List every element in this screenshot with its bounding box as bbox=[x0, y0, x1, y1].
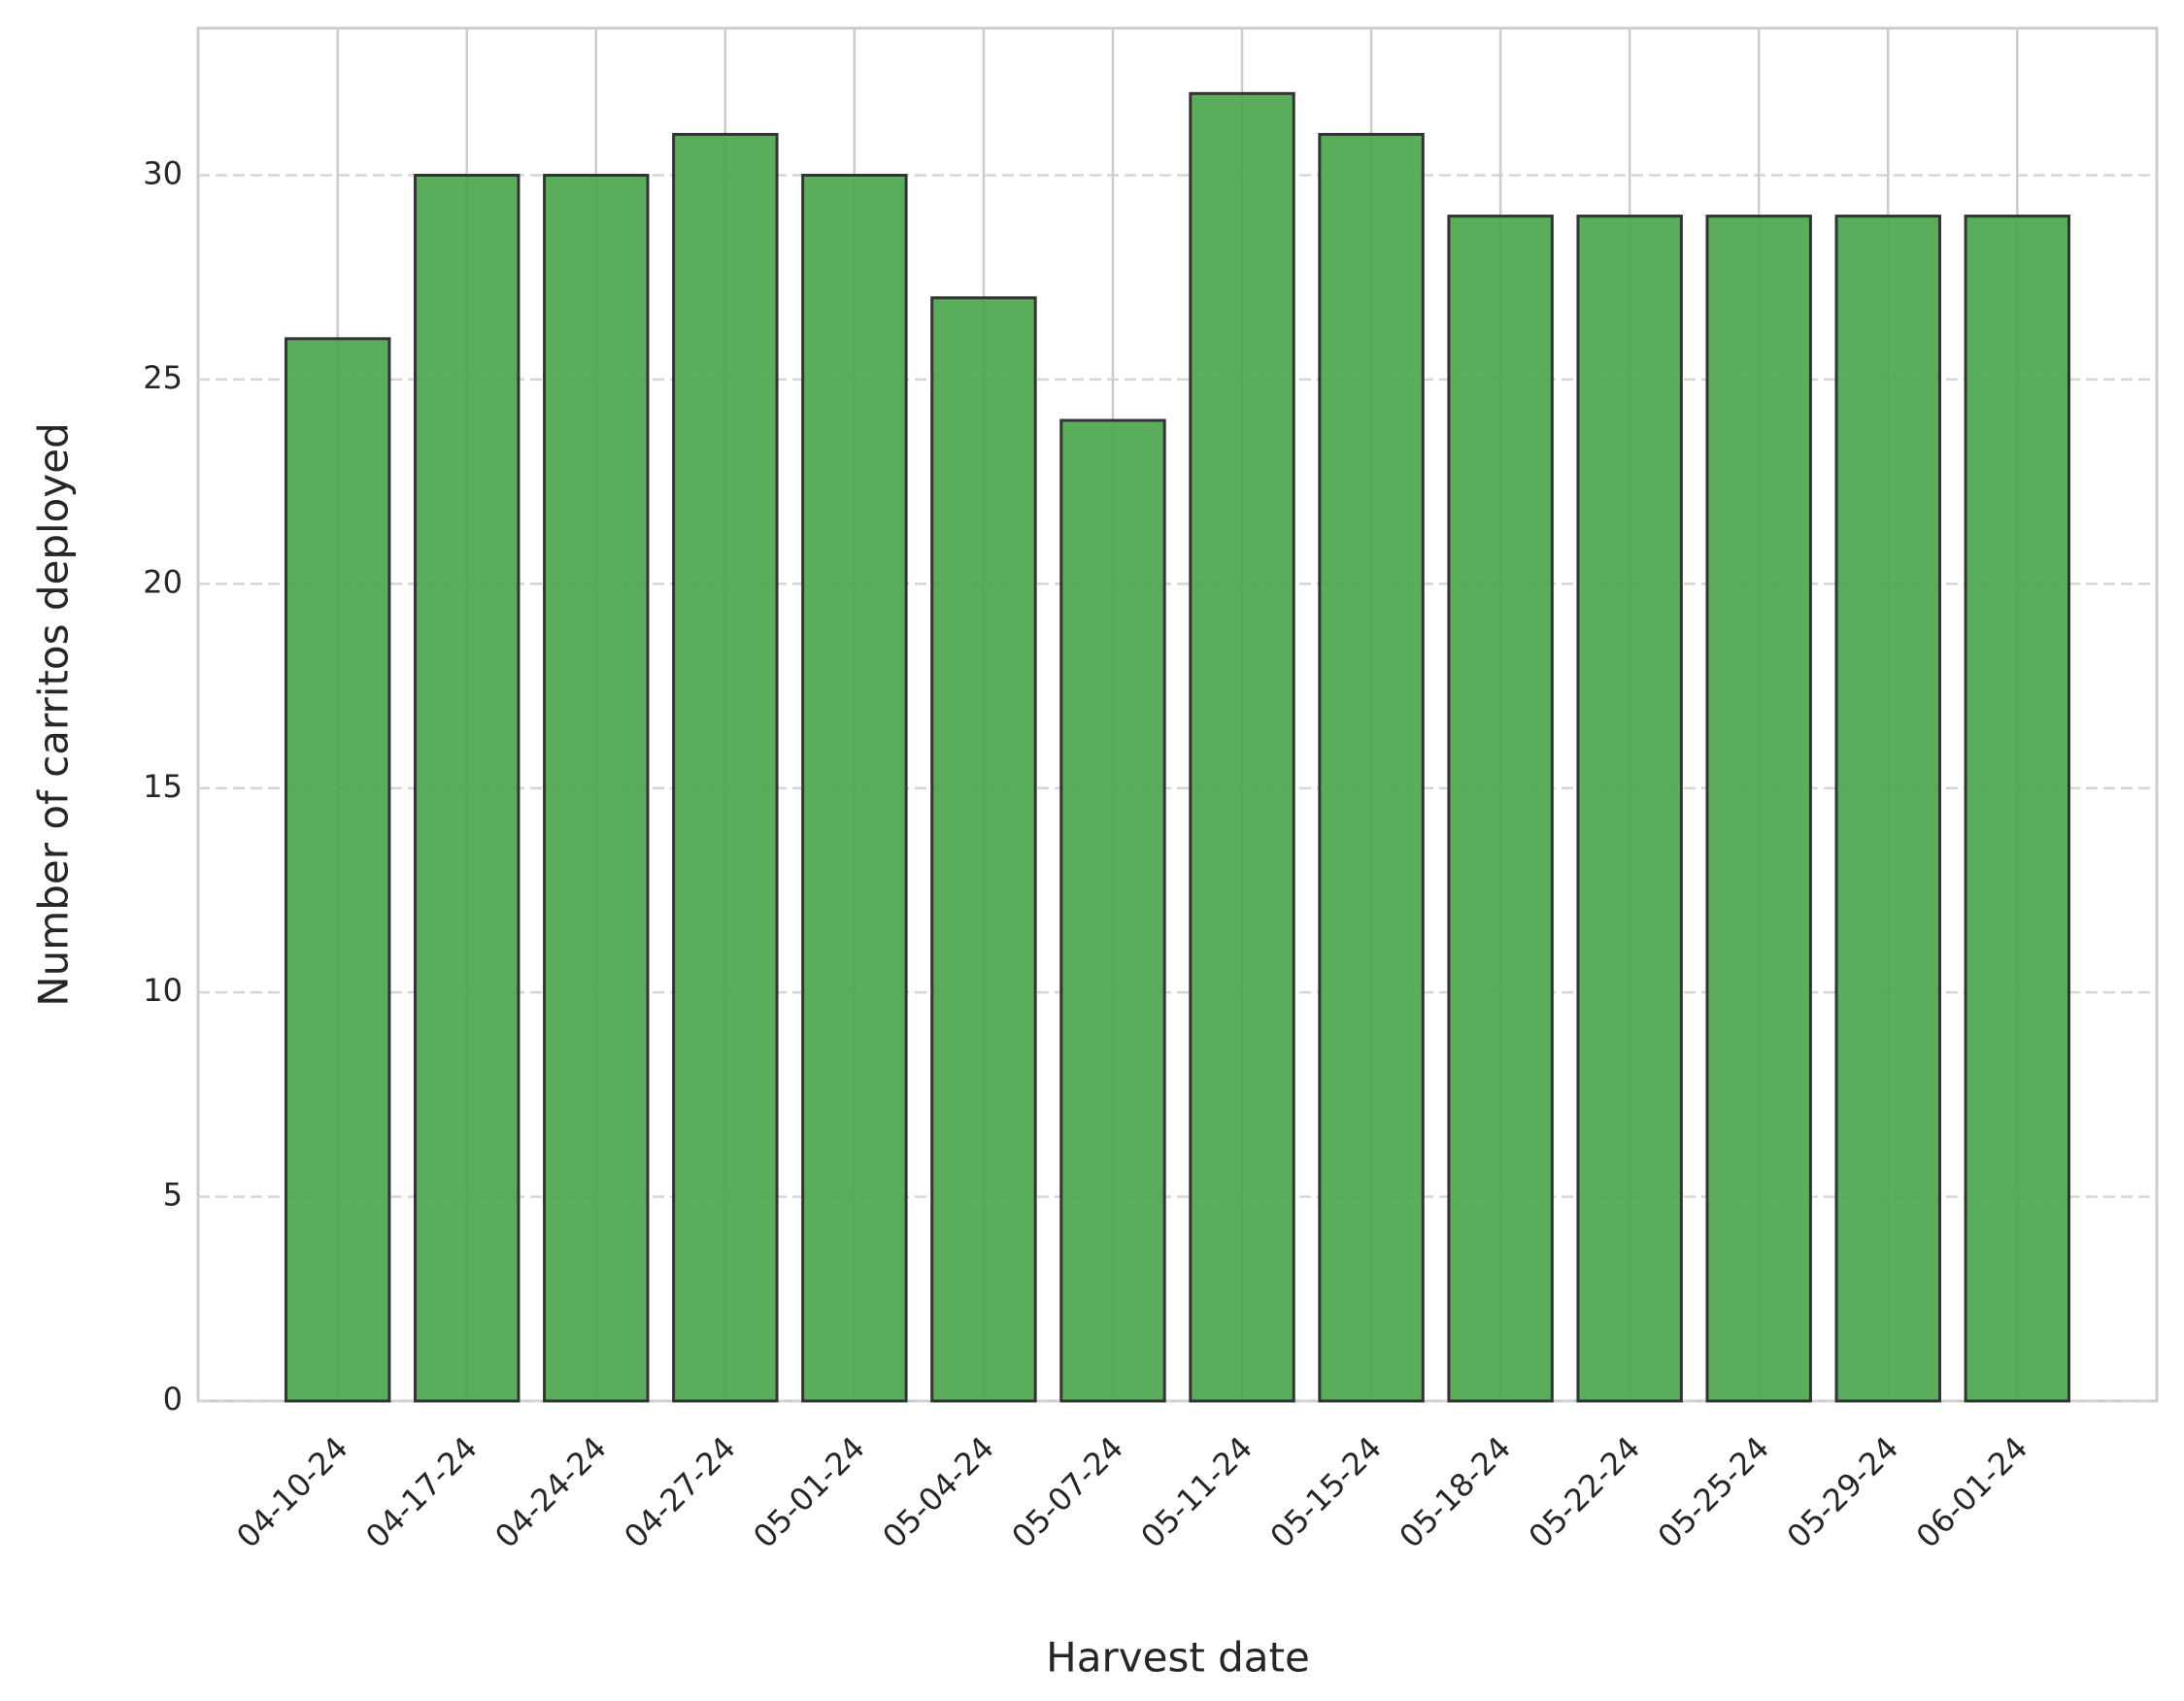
y-tick-label: 0 bbox=[163, 1381, 183, 1418]
bar bbox=[414, 174, 521, 1403]
y-axis-label: Number of carritos deployed bbox=[30, 422, 78, 1006]
y-tick-label: 10 bbox=[143, 972, 183, 1009]
y-tick-label: 25 bbox=[143, 359, 183, 396]
x-tick-label: 05-22-24 bbox=[1522, 1429, 1648, 1555]
y-tick-label: 5 bbox=[163, 1177, 183, 1214]
bar bbox=[801, 174, 908, 1403]
y-tick-label: 15 bbox=[143, 768, 183, 805]
x-tick-label: 04-24-24 bbox=[487, 1429, 614, 1555]
bar bbox=[284, 337, 391, 1403]
bar bbox=[543, 174, 650, 1403]
y-tick-label: 20 bbox=[143, 563, 183, 600]
x-tick-label: 05-07-24 bbox=[1004, 1429, 1130, 1555]
x-tick-label: 05-18-24 bbox=[1393, 1429, 1519, 1555]
x-tick-label: 05-01-24 bbox=[746, 1429, 872, 1555]
bar bbox=[1834, 215, 1941, 1403]
bar bbox=[672, 132, 779, 1403]
plot-frame bbox=[196, 26, 2159, 1403]
x-tick-label: 05-15-24 bbox=[1263, 1429, 1390, 1555]
x-tick-label: 04-27-24 bbox=[617, 1429, 743, 1555]
x-tick-label: 04-10-24 bbox=[229, 1429, 355, 1555]
bar bbox=[1705, 215, 1812, 1403]
x-axis-label: Harvest date bbox=[1046, 1634, 1310, 1682]
bar bbox=[1576, 215, 1683, 1403]
x-tick-label: 04-17-24 bbox=[358, 1429, 485, 1555]
x-tick-label: 05-29-24 bbox=[1780, 1429, 1906, 1555]
bar bbox=[1318, 132, 1425, 1403]
bar bbox=[1447, 215, 1554, 1403]
x-tick-label: 05-25-24 bbox=[1651, 1429, 1777, 1555]
x-tick-label: 06-01-24 bbox=[1909, 1429, 2035, 1555]
x-tick-label: 05-11-24 bbox=[1133, 1429, 1260, 1555]
bar bbox=[930, 296, 1037, 1403]
x-tick-label: 05-04-24 bbox=[875, 1429, 1001, 1555]
bar bbox=[1964, 215, 2071, 1403]
y-tick-label: 30 bbox=[143, 155, 183, 192]
bar bbox=[1059, 418, 1166, 1403]
bar bbox=[1189, 91, 1295, 1403]
